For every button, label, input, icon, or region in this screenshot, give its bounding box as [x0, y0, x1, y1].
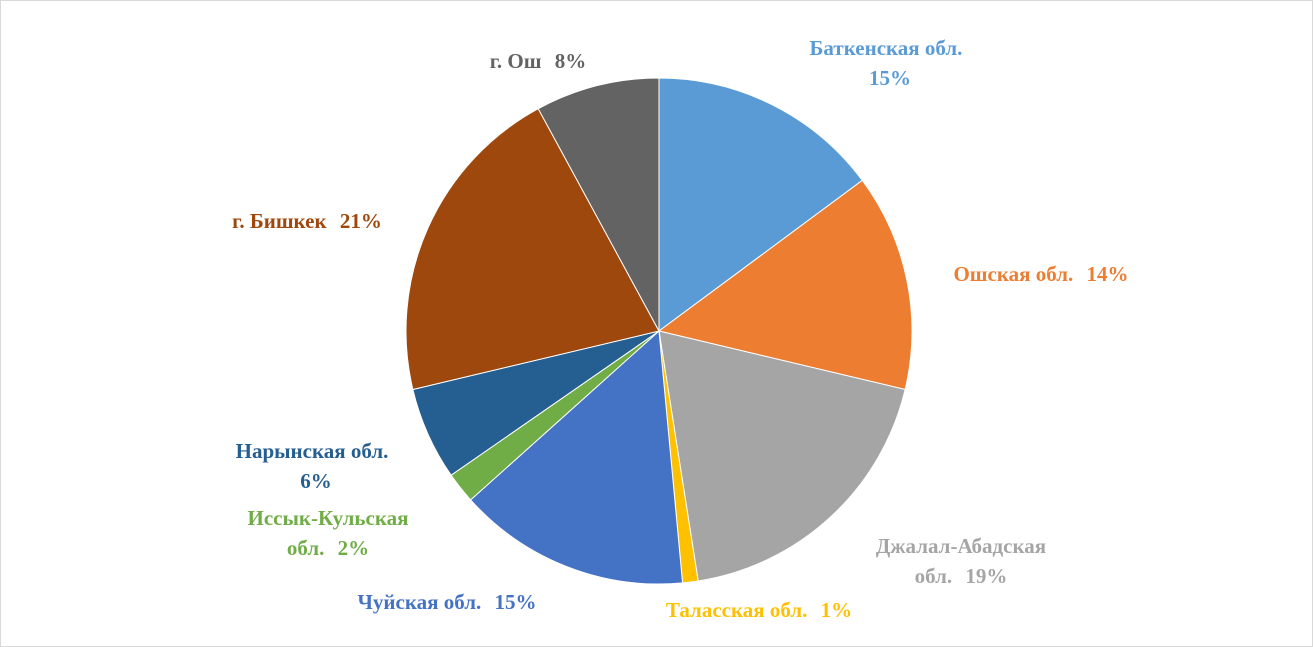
slice-label: Нарынская обл. 6% [222, 436, 402, 496]
value-label: 1% [820, 598, 853, 622]
category-name: Иссык-Кульская обл. [247, 506, 409, 560]
slice-label: г. Ош 8% [438, 46, 638, 76]
category-name: Таласская обл. [665, 598, 808, 622]
slice-label: г. Бишкек 21% [157, 206, 457, 236]
category-name: Джалал-Абадская обл. [875, 534, 1047, 588]
value-label: 14% [1086, 262, 1129, 286]
value-label: 8% [554, 49, 587, 73]
category-name: Ошская обл. [953, 262, 1074, 286]
pie-slice [405, 108, 660, 391]
pie-slice [537, 77, 660, 332]
category-name: г. Бишкек [232, 209, 327, 233]
slice-label: Иссык-Кульская обл. 2% [233, 503, 423, 563]
value-label: 15% [869, 66, 911, 90]
slice-label: Джалал-Абадская обл. 19% [861, 531, 1061, 591]
slice-label: Баткенская обл. 15% [791, 33, 981, 93]
value-label: 15% [494, 590, 537, 614]
value-label: 21% [339, 209, 382, 233]
slice-label: Таласская обл. 1% [609, 595, 909, 625]
category-name: Чуйская обл. [357, 590, 482, 614]
slice-label: Чуйская обл. 15% [297, 587, 597, 617]
pie-slice [657, 179, 913, 391]
value-label: 2% [337, 536, 370, 560]
pie-slice [469, 329, 684, 585]
value-label: 6% [300, 469, 332, 493]
pie-slice [658, 330, 906, 582]
slice-label: Ошская обл. 14% [881, 259, 1201, 289]
category-name: Баткенская обл. [809, 36, 963, 60]
category-name: г. Ош [489, 49, 542, 73]
pie-slice [658, 77, 863, 332]
value-label: 19% [965, 564, 1008, 588]
category-name: Нарынская обл. [235, 439, 389, 463]
